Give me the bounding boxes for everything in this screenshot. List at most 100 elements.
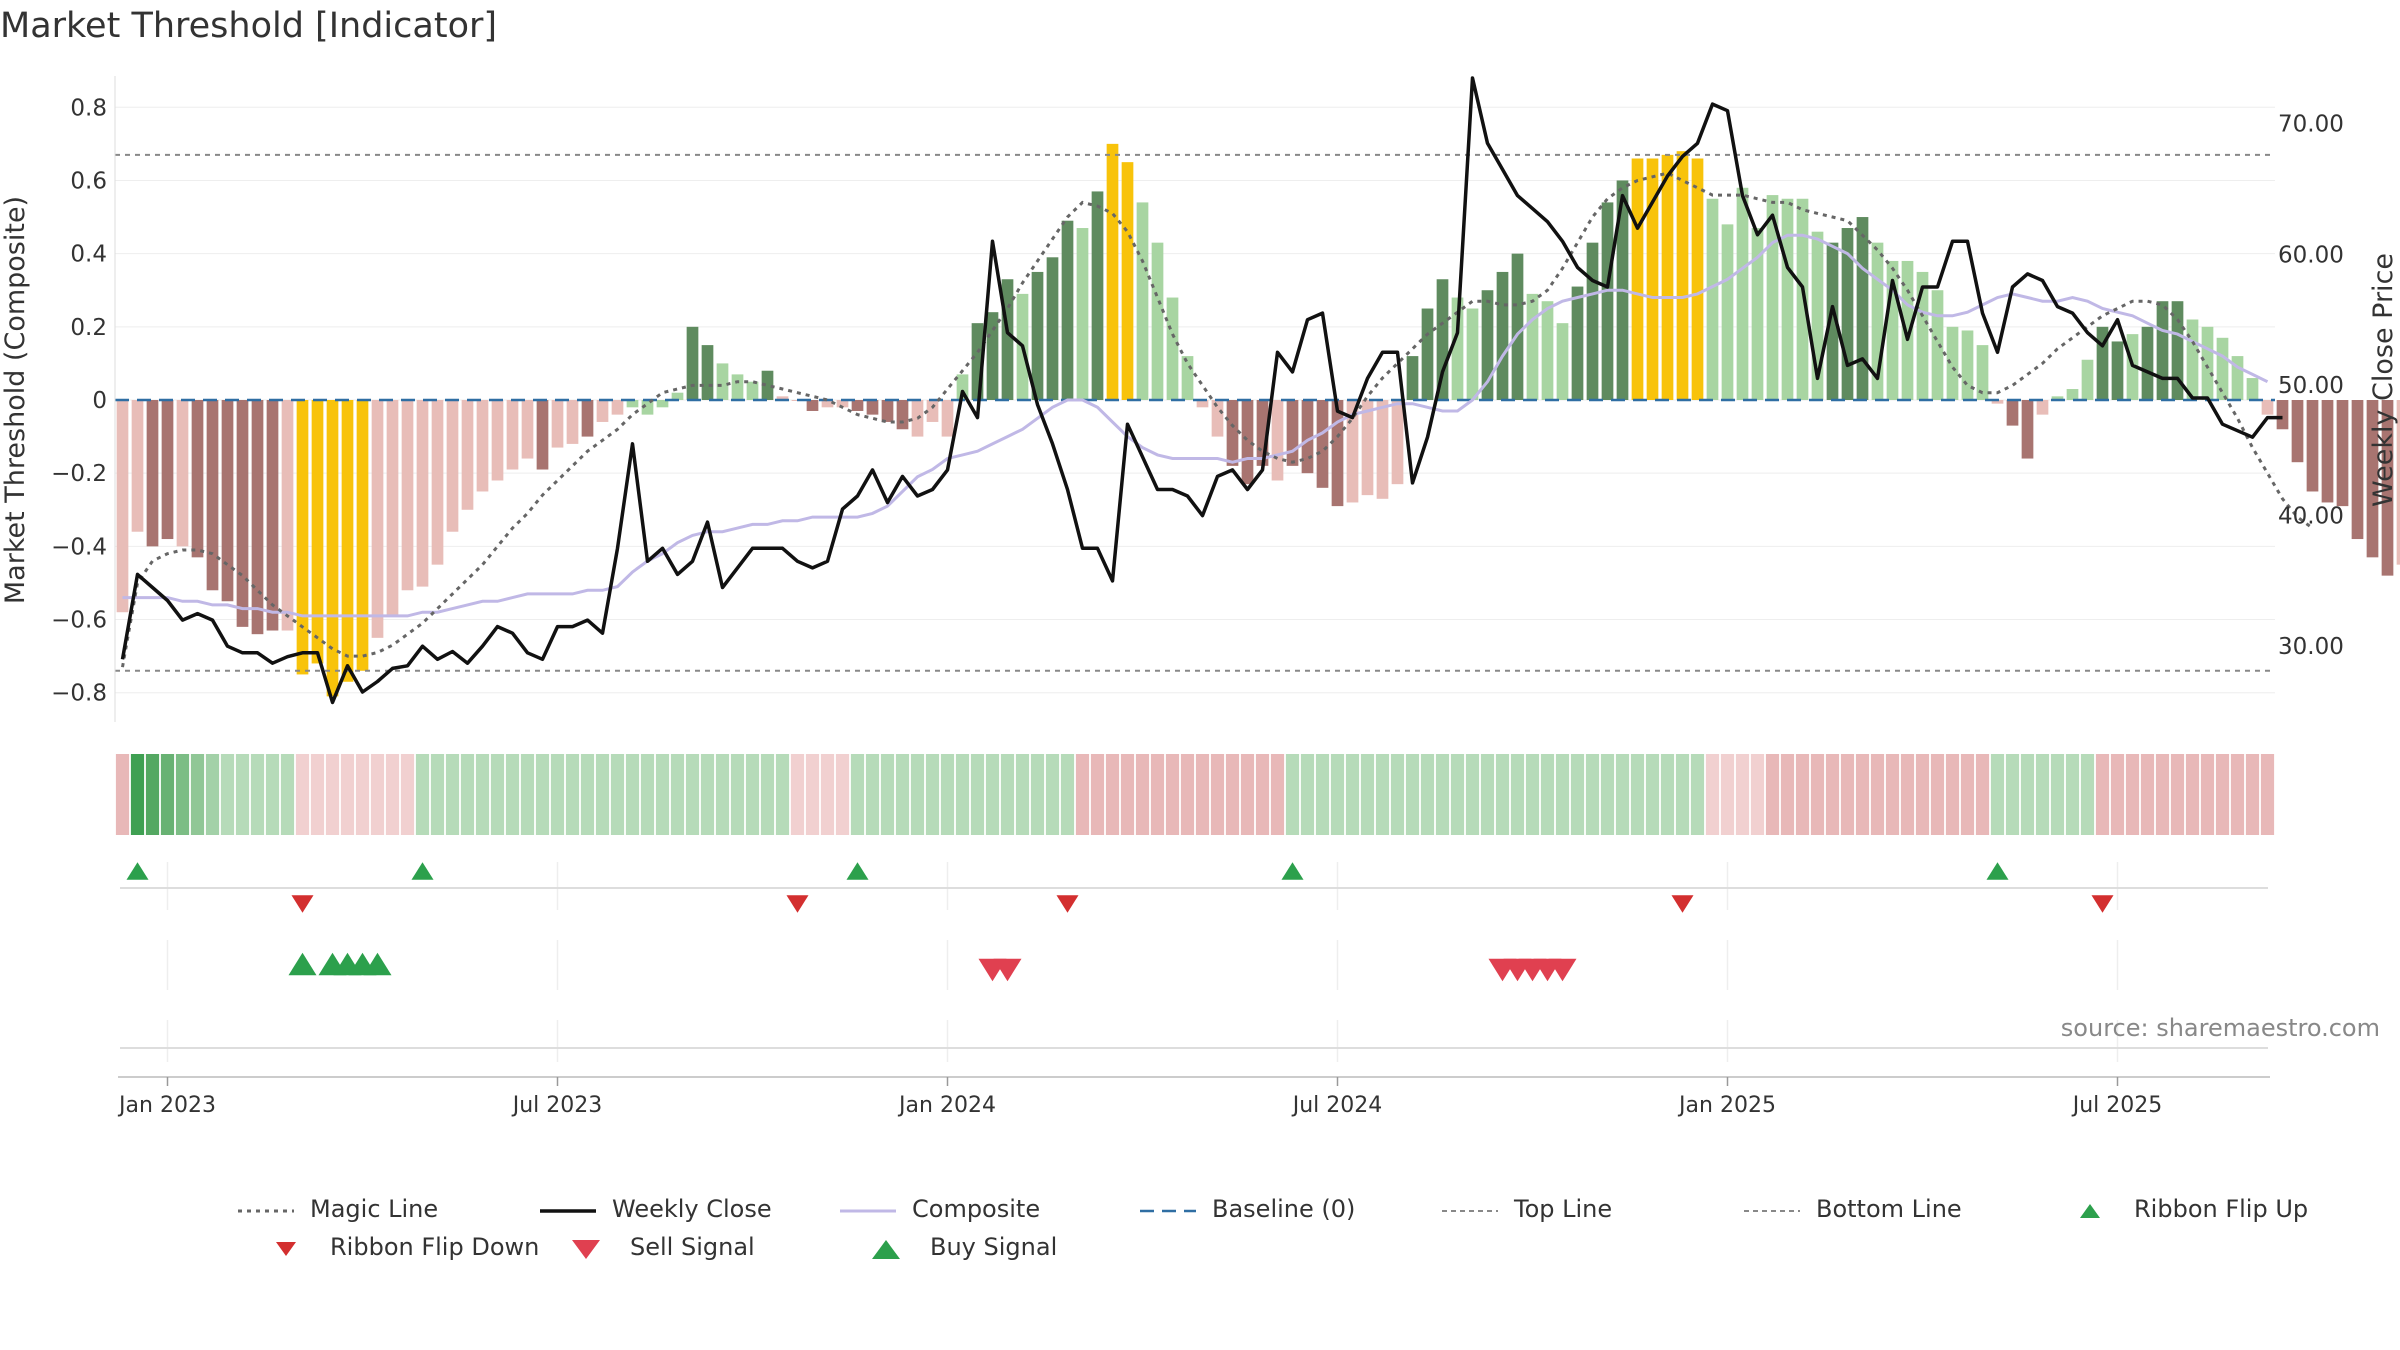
y-left-tick-label: −0.8 <box>51 681 107 707</box>
ribbon-cell <box>880 754 895 835</box>
ribbon-cell <box>340 754 355 835</box>
legend-label: Top Line <box>1514 1195 1613 1223</box>
ribbon-cell <box>2110 754 2125 835</box>
composite-bar <box>2156 301 2169 400</box>
ribbon-cell <box>310 754 325 835</box>
composite-bar <box>1181 356 1194 400</box>
composite-bar <box>1751 228 1764 400</box>
composite-bar <box>1556 323 1569 400</box>
composite-bar <box>536 400 549 470</box>
composite-bar <box>1826 242 1839 400</box>
composite-bar <box>1691 158 1704 400</box>
composite-bar <box>1361 400 1374 496</box>
ribbon-cell <box>1150 754 1165 835</box>
y-left-tick-label: −0.2 <box>51 461 107 487</box>
composite-bar <box>1676 151 1689 400</box>
composite-bar <box>1646 158 1659 400</box>
ribbon-cell <box>775 754 790 835</box>
composite-bar <box>2036 400 2049 415</box>
ribbon-cell <box>820 754 835 835</box>
composite-bar <box>806 400 819 411</box>
ribbon-cell <box>235 754 250 835</box>
ribbon-cell <box>1435 754 1450 835</box>
x-tick-label: Jul 2025 <box>2071 1093 2163 1118</box>
composite-bar <box>1871 242 1884 400</box>
ribbon-cell <box>115 754 130 835</box>
ribbon-cell <box>1840 754 1855 835</box>
ribbon-cell <box>355 754 370 835</box>
composite-bar <box>716 363 729 400</box>
ribbon-cell <box>955 754 970 835</box>
composite-bar <box>701 345 714 400</box>
ribbon-cell <box>790 754 805 835</box>
ribbon-cell <box>220 754 235 835</box>
composite-bar <box>1421 308 1434 400</box>
composite-bar <box>1151 242 1164 400</box>
ribbon-cell <box>1525 754 1540 835</box>
composite-bar <box>1976 345 1989 400</box>
y-right-tick-label: 40.00 <box>2278 504 2344 530</box>
legend-swatch-buy <box>856 1237 916 1259</box>
composite-bar <box>1586 242 1599 400</box>
composite-bar <box>1271 400 1284 481</box>
composite-bar <box>1316 400 1329 488</box>
composite-bar <box>1946 326 1959 400</box>
ribbon-cell <box>640 754 655 835</box>
legend-item-flipup: Ribbon Flip Up <box>2060 1195 2308 1223</box>
composite-bar <box>521 400 534 459</box>
ribbon-cell <box>1450 754 1465 835</box>
composite-bar <box>1811 231 1824 400</box>
composite-bar <box>1451 297 1464 400</box>
ribbon-cell <box>1870 754 1885 835</box>
composite-bar <box>626 400 639 408</box>
composite-bar <box>671 392 684 400</box>
ribbon-cell <box>535 754 550 835</box>
composite-bar <box>686 326 699 400</box>
ribbon-cell <box>145 754 160 835</box>
ribbon-cell <box>2140 754 2155 835</box>
composite-bar <box>386 400 399 616</box>
ribbon-flip-down-marker <box>786 895 809 913</box>
ribbon-cell <box>1225 754 1240 835</box>
composite-bar <box>206 400 219 591</box>
ribbon-cell <box>1630 754 1645 835</box>
composite-bar <box>1046 257 1059 400</box>
composite-bar <box>1526 293 1539 400</box>
legend-label: Sell Signal <box>630 1233 755 1261</box>
composite-bar <box>2216 337 2229 400</box>
composite-bar <box>281 400 294 631</box>
legend-label: Bottom Line <box>1816 1195 1962 1223</box>
ribbon-flip-down-marker <box>291 895 314 913</box>
ribbon-cell <box>1030 754 1045 835</box>
composite-bar <box>1466 308 1479 400</box>
ribbon-cell <box>1330 754 1345 835</box>
ribbon-cell <box>1510 754 1525 835</box>
composite-bar <box>2111 341 2124 400</box>
ribbon-cell <box>655 754 670 835</box>
composite-bar <box>1226 400 1239 466</box>
composite-bar <box>656 400 669 408</box>
ribbon-cell <box>715 754 730 835</box>
composite-bar <box>176 400 189 547</box>
composite-bar <box>2276 400 2289 430</box>
ribbon-cell <box>205 754 220 835</box>
composite-bar <box>896 400 909 430</box>
ribbon-cell <box>505 754 520 835</box>
ribbon-cell <box>400 754 415 835</box>
composite-bar <box>1601 202 1614 400</box>
ribbon-cell <box>1060 754 1075 835</box>
composite-bar <box>1196 400 1209 408</box>
composite-bar <box>581 400 594 437</box>
buy-signal-marker <box>288 952 317 976</box>
ribbon-cell <box>1915 754 1930 835</box>
composite-bar <box>2246 378 2259 400</box>
composite-bar <box>2066 389 2079 400</box>
composite-bar <box>446 400 459 532</box>
ribbon-cell <box>2170 754 2185 835</box>
legend-swatch-magic <box>236 1199 296 1219</box>
ribbon-cell <box>1780 754 1795 835</box>
composite-bar <box>1571 286 1584 400</box>
ribbon-cell <box>1165 754 1180 835</box>
composite-bar <box>731 374 744 400</box>
ribbon-cell <box>1480 754 1495 835</box>
